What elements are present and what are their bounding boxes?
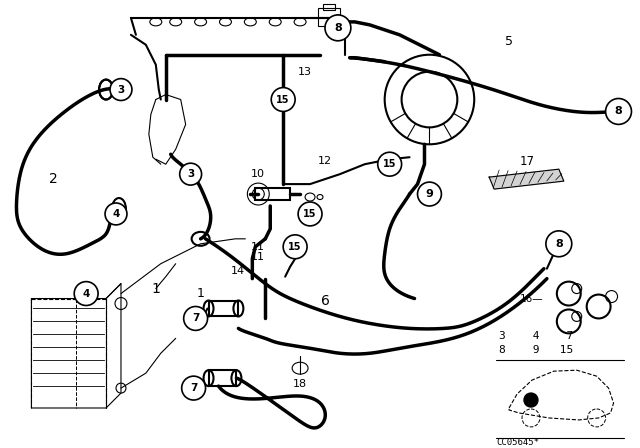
Text: 9: 9 [426,189,433,199]
Text: 10: 10 [252,169,266,179]
Text: 8    9   15: 8 9 15 [499,345,573,355]
Text: 3: 3 [117,85,125,95]
Text: 8: 8 [555,239,563,249]
Text: 8: 8 [334,23,342,33]
Circle shape [417,182,442,206]
Text: 1: 1 [152,282,160,296]
Circle shape [605,99,632,125]
Circle shape [110,78,132,100]
Text: 13: 13 [298,67,312,77]
Text: 15: 15 [303,209,317,219]
Circle shape [283,235,307,259]
Circle shape [546,231,572,257]
Circle shape [180,163,202,185]
Circle shape [524,393,538,407]
Polygon shape [489,169,564,189]
Text: 11: 11 [252,252,266,262]
Text: 4: 4 [83,289,90,298]
Text: 4: 4 [112,209,120,219]
Circle shape [378,152,401,176]
Text: 17: 17 [520,155,534,168]
Text: CC05645*: CC05645* [496,438,539,447]
Circle shape [184,306,207,330]
Text: 5: 5 [505,35,513,48]
Text: 15: 15 [289,242,302,252]
Circle shape [182,376,205,400]
Circle shape [271,87,295,112]
Text: 3: 3 [187,169,195,179]
Text: 18: 18 [293,379,307,389]
Circle shape [105,203,127,225]
Text: 3    4    7: 3 4 7 [499,332,573,341]
Text: 11: 11 [252,242,266,252]
Text: 16—: 16— [520,293,544,304]
Text: 8: 8 [614,107,623,116]
Text: 6: 6 [321,293,330,307]
Circle shape [74,282,98,306]
Text: 7: 7 [190,383,197,393]
Circle shape [325,15,351,41]
Circle shape [298,202,322,226]
Text: 14: 14 [230,266,244,276]
Text: 1: 1 [196,287,205,300]
Text: 12: 12 [318,156,332,166]
Text: 15: 15 [276,95,290,104]
Text: 7: 7 [192,314,199,323]
Text: 15: 15 [383,159,396,169]
Text: 2: 2 [49,172,58,186]
